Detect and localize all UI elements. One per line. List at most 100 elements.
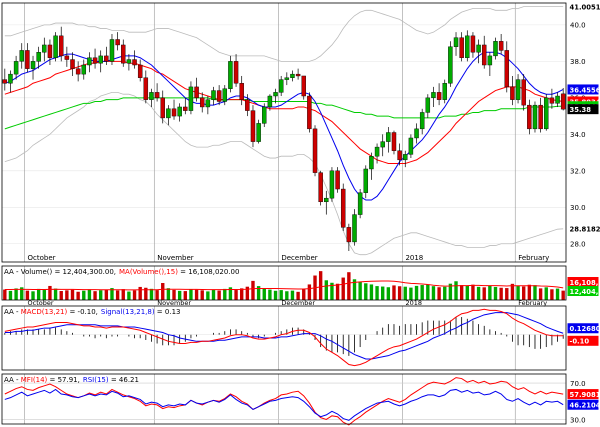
month-label: 2018 <box>405 254 423 262</box>
macd-signal-value: = 0.13 <box>155 308 181 316</box>
volume-bar <box>14 288 18 300</box>
candle-body <box>521 79 526 106</box>
candle-body <box>13 61 19 75</box>
volume-bar <box>443 286 447 300</box>
candle-body <box>2 79 8 84</box>
volume-bar <box>431 286 436 300</box>
candle-body <box>318 172 323 203</box>
candle-body <box>92 57 98 64</box>
volume-bar <box>386 287 391 300</box>
price-y-tick: 40.0 <box>570 22 586 30</box>
osc-right-label: 46.2104 <box>570 402 600 410</box>
macd-right-label-box <box>567 335 599 346</box>
volume-bar <box>161 283 165 300</box>
volume-bar <box>82 290 86 300</box>
price-y-tick: 32.0 <box>570 168 586 176</box>
candle-body <box>160 97 165 119</box>
volume-bar <box>262 288 266 300</box>
volume-bar <box>285 291 289 300</box>
mfi-line <box>4 377 564 426</box>
candle-body <box>510 86 515 100</box>
volume-bar <box>522 286 526 300</box>
candle-body <box>19 50 24 62</box>
osc-y-tick: 70.0 <box>570 380 586 388</box>
candle-body <box>25 50 30 69</box>
candle-body <box>436 92 442 100</box>
candle-body <box>403 154 408 161</box>
candle-body <box>273 92 278 97</box>
osc-title: AA - MFI(14) = 57.91, RSI(15) = 46.21 <box>4 376 139 384</box>
volume-bar <box>369 284 374 300</box>
volume-bar <box>364 283 368 300</box>
volume-bar <box>138 286 142 300</box>
volume-bar <box>3 289 7 300</box>
candle-body <box>549 97 555 104</box>
price-right-label-box <box>567 104 599 115</box>
volume-bar <box>273 290 278 300</box>
volume-bar <box>104 289 109 300</box>
volume-bar <box>414 285 419 300</box>
candle-body <box>481 44 487 66</box>
volume-bar <box>538 288 543 300</box>
candle-body <box>374 146 380 157</box>
price-y-tick: 34.0 <box>570 131 586 139</box>
volume-bar <box>471 284 475 300</box>
volume-bar <box>76 291 80 300</box>
month-label: December <box>281 254 317 262</box>
candle-body <box>109 39 115 62</box>
volume-bar <box>482 287 486 300</box>
candle-body <box>324 197 329 203</box>
osc-prefix: AA - <box>4 376 21 384</box>
volume-bar <box>48 285 52 300</box>
macd-prefix: AA - <box>4 308 21 316</box>
volume-bar <box>268 289 272 300</box>
candle-body <box>329 170 335 199</box>
candle-body <box>199 97 205 108</box>
candle-body <box>465 35 470 58</box>
volume-bar <box>544 287 548 300</box>
candle-body <box>352 214 357 243</box>
candle-body <box>532 104 538 130</box>
candle-body <box>425 97 431 113</box>
candle-body <box>267 95 273 108</box>
volume-bar <box>397 286 402 300</box>
volume-bar <box>493 286 498 300</box>
candle-body <box>301 75 306 97</box>
candle-body <box>312 128 318 173</box>
macd-signal-label: Signal(13,21,8) <box>101 308 155 316</box>
volume-bar <box>341 277 345 300</box>
volume-bar <box>70 289 75 300</box>
volume-bar <box>121 289 125 300</box>
volume-bar <box>533 285 537 300</box>
volume-bar <box>36 288 41 300</box>
volume-bar <box>488 285 492 300</box>
volume-bar <box>172 289 176 300</box>
candle-body <box>419 112 425 130</box>
volume-right-label: 16,108,020 <box>570 279 600 287</box>
volume-bar <box>459 285 464 300</box>
candle-body <box>36 52 41 62</box>
macd-label: MACD(13,21) <box>21 308 68 316</box>
candle-body <box>216 90 222 102</box>
volume-bar <box>296 291 300 300</box>
volume-bar <box>59 291 63 300</box>
volume-bar <box>200 290 204 300</box>
candle-body <box>284 77 290 80</box>
macd-right-label: 0.126802 <box>570 325 600 333</box>
price-right-label: 36.4556 <box>570 86 600 94</box>
candle-body <box>397 150 402 161</box>
candle-body <box>64 55 70 60</box>
candle-body <box>476 44 481 53</box>
candle-body <box>177 106 182 117</box>
candle-body <box>149 92 154 100</box>
candle-body <box>121 44 126 64</box>
ma50-line <box>4 97 564 130</box>
volume-bar <box>437 287 441 300</box>
candle-body <box>58 35 64 57</box>
candle-body <box>211 90 216 100</box>
macd-right-label-box <box>567 323 599 334</box>
volume-bar <box>550 289 554 300</box>
candle-body <box>166 108 171 119</box>
price-frame <box>1 2 567 263</box>
candle-body <box>250 110 256 142</box>
